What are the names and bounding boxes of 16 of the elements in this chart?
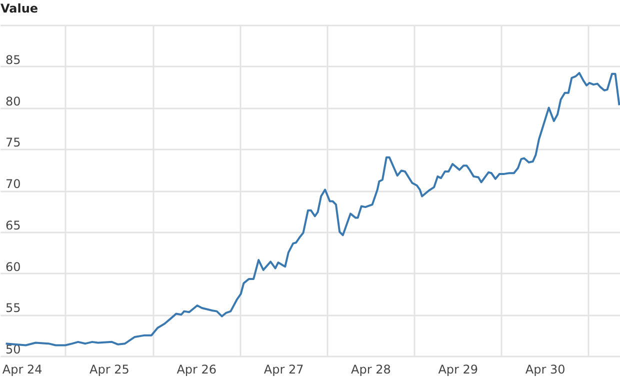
x-tick-label: Apr 29 bbox=[438, 362, 478, 376]
x-tick-label: Apr 26 bbox=[176, 362, 217, 376]
y-tick-label: 85 bbox=[6, 52, 21, 67]
y-tick-label: 50 bbox=[6, 342, 21, 356]
x-tick-label: Apr 28 bbox=[351, 362, 391, 376]
x-tick-label: Apr 30 bbox=[525, 362, 566, 376]
y-tick-label: 55 bbox=[6, 301, 21, 316]
y-tick-label: 60 bbox=[6, 260, 21, 274]
x-tick-label: Apr 25 bbox=[90, 362, 130, 376]
x-tick-label: Apr 24 bbox=[2, 362, 42, 376]
y-tick-label: 65 bbox=[6, 218, 21, 232]
y-tick-label: 70 bbox=[6, 177, 21, 191]
y-axis-title: Value bbox=[0, 2, 38, 16]
x-tick-label: Apr 27 bbox=[264, 362, 304, 376]
y-tick-label: 80 bbox=[6, 94, 21, 108]
y-tick-label: 75 bbox=[6, 136, 21, 150]
